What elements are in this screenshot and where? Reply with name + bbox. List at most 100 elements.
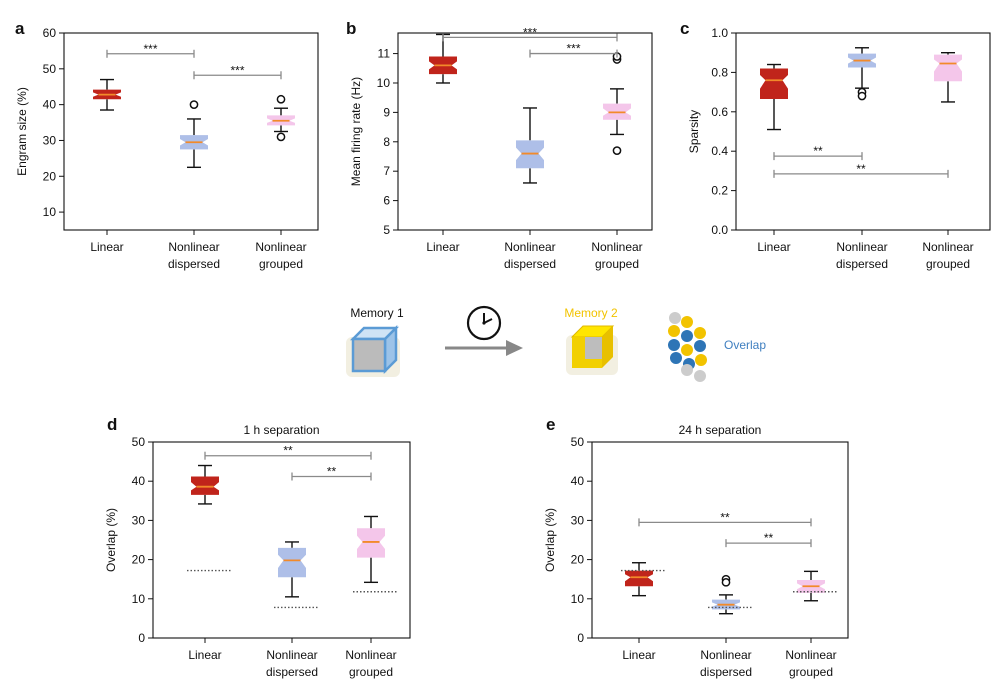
outlier-point — [721, 577, 731, 587]
significance-bracket: *** — [442, 25, 618, 42]
y-tick-label: 50 — [132, 435, 146, 449]
overlap-label: Overlap — [724, 338, 766, 352]
significance-bracket: *** — [193, 63, 282, 80]
box-grouped — [934, 52, 962, 103]
y-tick-label: 5 — [383, 223, 390, 237]
significance-bracket: *** — [106, 42, 195, 58]
x-tick-label: Nonlinear — [700, 648, 751, 662]
x-tick-label: grouped — [349, 665, 393, 679]
x-tick-label: Nonlinear — [345, 648, 396, 662]
x-tick-label: Nonlinear — [922, 240, 973, 254]
significance-bracket: *** — [529, 42, 618, 58]
significance-label: ** — [856, 162, 866, 176]
memory-legend: Memory 1 Memory 2 — [346, 305, 766, 382]
y-tick-label: 50 — [43, 62, 57, 76]
x-tick-label: grouped — [595, 257, 639, 271]
y-tick-label: 40 — [43, 98, 57, 112]
notched-box — [191, 476, 219, 495]
plot-frame — [152, 441, 411, 639]
x-tick-label: Nonlinear — [168, 240, 219, 254]
box-linear — [621, 562, 665, 597]
box-dispersed — [180, 100, 208, 169]
y-tick-label: 0.4 — [711, 144, 728, 158]
box-grouped — [267, 94, 295, 142]
y-tick-label: 30 — [43, 133, 57, 147]
y-tick-label: 30 — [571, 513, 585, 527]
box-dispersed — [516, 107, 544, 184]
y-tick-label: 0 — [577, 631, 584, 645]
x-tick-label: Nonlinear — [836, 240, 887, 254]
panel-letter-e: e — [546, 415, 555, 434]
significance-label: *** — [230, 63, 244, 77]
x-tick-label: Nonlinear — [266, 648, 317, 662]
x-tick-label: dispersed — [836, 257, 888, 271]
box-linear — [429, 33, 457, 84]
x-tick-label: grouped — [789, 665, 833, 679]
y-axis-label: Overlap (%) — [104, 508, 118, 572]
y-tick-label: 50 — [571, 435, 585, 449]
arrow-right-icon — [445, 340, 523, 356]
overlap-cluster-icon — [668, 312, 707, 382]
y-tick-label: 7 — [383, 164, 390, 178]
y-tick-label: 10 — [43, 205, 57, 219]
x-tick-label: Linear — [426, 240, 459, 254]
y-tick-label: 6 — [383, 194, 390, 208]
y-tick-label: 10 — [571, 592, 585, 606]
panel-b: b 5 6 7 8 9 10 11 Mean firing rate (Hz) Linear Non… — [346, 19, 653, 271]
box-grouped — [793, 570, 837, 602]
y-tick-label: 0 — [138, 631, 145, 645]
outlier-point — [189, 100, 199, 109]
chart-title: 24 h separation — [679, 423, 762, 437]
box-dispersed — [274, 541, 318, 609]
chart-title: 1 h separation — [243, 423, 319, 437]
plot-frame — [591, 441, 849, 639]
notched-box — [357, 528, 385, 558]
plot-frame — [63, 32, 319, 231]
notched-box — [625, 570, 653, 587]
y-tick-label: 10 — [377, 76, 391, 90]
x-tick-label: Nonlinear — [591, 240, 642, 254]
y-tick-label: 20 — [132, 553, 146, 567]
significance-label: *** — [566, 42, 580, 56]
memory1-cube-icon — [346, 324, 400, 377]
panel-letter-c: c — [680, 19, 689, 38]
significance-bracket: ** — [725, 531, 812, 548]
clock-icon — [466, 305, 502, 341]
x-tick-label: Linear — [188, 648, 221, 662]
significance-label: ** — [720, 510, 730, 524]
panel-letter-a: a — [15, 19, 25, 38]
panel-d: d 1 h separation 0 10 20 30 40 50 Overlap (%) Lin… — [104, 415, 411, 679]
x-tick-label: Nonlinear — [785, 648, 836, 662]
y-tick-label: 40 — [132, 474, 146, 488]
outlier-point — [857, 91, 867, 101]
x-tick-label: grouped — [259, 257, 303, 271]
memory2-cube-icon — [566, 325, 618, 375]
x-tick-label: dispersed — [266, 665, 318, 679]
box-linear — [93, 78, 121, 111]
box-grouped — [353, 515, 397, 593]
panel-a: a 10 20 30 40 50 60 Engram size (%) Linear Nonlin… — [15, 19, 319, 271]
significance-label: ** — [327, 464, 337, 478]
x-tick-label: dispersed — [700, 665, 752, 679]
y-tick-label: 0.2 — [711, 184, 728, 198]
plot-frame — [735, 32, 991, 231]
y-axis-label: Sparsity — [687, 110, 701, 153]
significance-bracket: ** — [773, 162, 949, 178]
y-tick-label: 10 — [132, 592, 146, 606]
box-dispersed — [708, 574, 752, 615]
notched-box — [760, 68, 788, 99]
significance-label: ** — [283, 444, 293, 458]
y-tick-label: 9 — [383, 105, 390, 119]
outlier-point — [276, 94, 286, 104]
memory2-label: Memory 2 — [564, 306, 618, 320]
memory1-label: Memory 1 — [350, 306, 404, 320]
y-tick-label: 1.0 — [711, 26, 728, 40]
y-tick-label: 40 — [571, 474, 585, 488]
panel-letter-d: d — [107, 415, 117, 434]
x-tick-label: Linear — [90, 240, 123, 254]
outlier-point — [612, 146, 622, 155]
y-tick-label: 30 — [132, 513, 146, 527]
box-linear — [760, 63, 788, 131]
